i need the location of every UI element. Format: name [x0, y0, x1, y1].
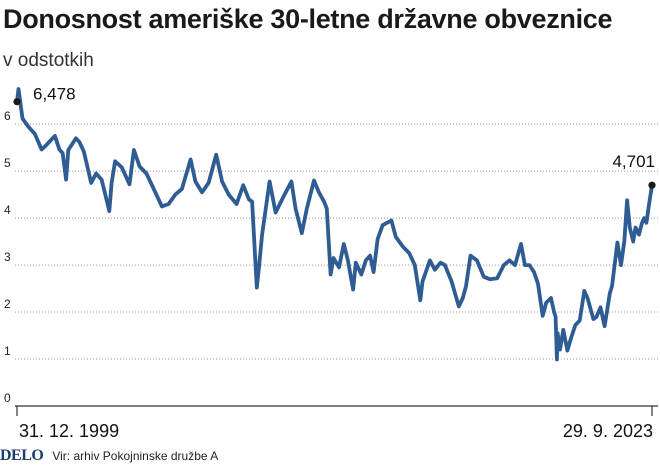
- y-tick-label-5: 5: [4, 156, 11, 170]
- point-marker-1: [648, 181, 656, 189]
- y-tick-label-2: 2: [4, 297, 11, 311]
- value-label-1: 4,701: [612, 152, 655, 171]
- y-tick-label-4: 4: [4, 203, 11, 217]
- point-marker-0: [13, 98, 21, 106]
- y-tick-label-1: 1: [4, 344, 11, 358]
- end-markers: 6,478 4,701: [13, 85, 656, 189]
- footer: DELO Vir: arhiv Pokojninske družbe A: [0, 446, 218, 466]
- y-tick-label-0: 0: [4, 391, 11, 405]
- chart-subtitle: v odstotkih: [3, 50, 94, 71]
- source-note: Vir: arhiv Pokojninske družbe A: [52, 449, 219, 463]
- gridlines: [15, 123, 658, 360]
- delo-logo: DELO: [0, 447, 44, 464]
- y-tick-labels: 0 1 2 3 4 5 6: [4, 109, 11, 405]
- x-tick-label-1: 29. 9. 2023: [563, 421, 653, 441]
- x-ticks: 31. 12. 1999 29. 9. 2023: [16, 406, 653, 441]
- series-line-yield: [15, 87, 654, 362]
- y-tick-label-3: 3: [4, 250, 11, 264]
- y-tick-label-6: 6: [4, 109, 11, 123]
- value-label-0: 6,478: [33, 85, 76, 104]
- x-tick-label-0: 31. 12. 1999: [19, 421, 119, 441]
- chart-title: Donosnost ameriške 30-letne državne obve…: [3, 4, 613, 34]
